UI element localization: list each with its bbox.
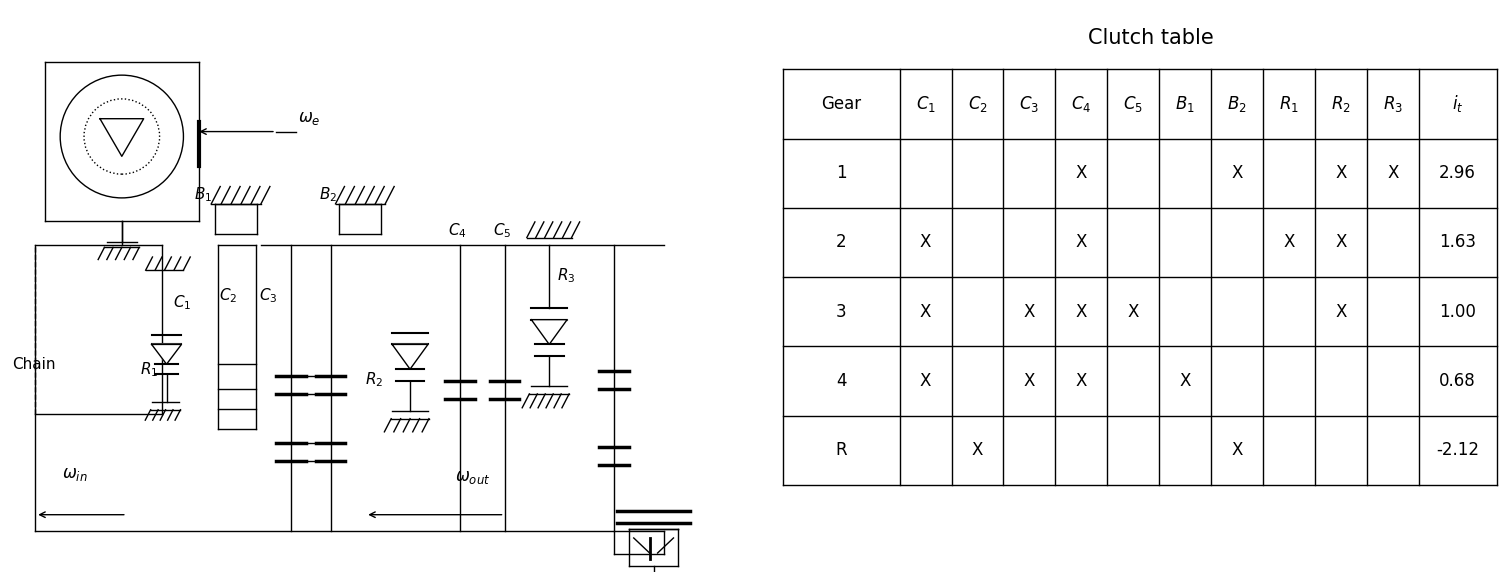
- Text: $R_1$: $R_1$: [1280, 94, 1299, 114]
- Text: $\omega_{in}$: $\omega_{in}$: [62, 465, 88, 483]
- Polygon shape: [100, 118, 144, 156]
- Text: -2.12: -2.12: [1436, 442, 1479, 459]
- Text: $\omega_{out}$: $\omega_{out}$: [454, 468, 490, 486]
- Text: X: X: [1335, 233, 1347, 251]
- Text: 0.68: 0.68: [1438, 372, 1476, 390]
- Text: X: X: [1335, 164, 1347, 182]
- Text: 2.96: 2.96: [1438, 164, 1476, 182]
- Text: $C_1$: $C_1$: [174, 293, 192, 312]
- Text: Clutch table: Clutch table: [1088, 28, 1214, 48]
- Text: $C_2$: $C_2$: [219, 286, 237, 305]
- Text: X: X: [1232, 442, 1242, 459]
- Text: $R_3$: $R_3$: [1383, 94, 1402, 114]
- Text: X: X: [972, 442, 982, 459]
- Text: X: X: [1282, 233, 1294, 251]
- Text: $B_1$: $B_1$: [195, 185, 213, 204]
- Polygon shape: [152, 344, 182, 364]
- Text: $B_2$: $B_2$: [1227, 94, 1246, 114]
- Polygon shape: [531, 320, 567, 344]
- Text: X: X: [1388, 164, 1398, 182]
- Text: Gear: Gear: [821, 95, 861, 113]
- Text: X: X: [1335, 303, 1347, 321]
- Text: $C_3$: $C_3$: [1020, 94, 1040, 114]
- Text: $R_2$: $R_2$: [366, 370, 384, 389]
- Text: $C_4$: $C_4$: [448, 221, 466, 240]
- Text: X: X: [920, 372, 932, 390]
- Text: $B_1$: $B_1$: [1174, 94, 1196, 114]
- Text: 1.63: 1.63: [1438, 233, 1476, 251]
- Text: $C_5$: $C_5$: [1124, 94, 1143, 114]
- Text: X: X: [920, 303, 932, 321]
- Text: X: X: [1128, 303, 1138, 321]
- Text: X: X: [1023, 372, 1035, 390]
- Text: $C_2$: $C_2$: [968, 94, 987, 114]
- Text: 4: 4: [836, 372, 846, 390]
- Text: 1.00: 1.00: [1438, 303, 1476, 321]
- Text: $R_2$: $R_2$: [1330, 94, 1350, 114]
- Text: $i_t$: $i_t$: [1452, 93, 1464, 114]
- Text: X: X: [1076, 303, 1088, 321]
- Text: X: X: [1076, 233, 1088, 251]
- Text: R: R: [836, 442, 848, 459]
- Text: X: X: [1232, 164, 1242, 182]
- Text: $R_1$: $R_1$: [140, 360, 158, 379]
- Text: Chain: Chain: [12, 356, 56, 371]
- Text: 1: 1: [836, 164, 846, 182]
- Polygon shape: [392, 344, 427, 369]
- Text: X: X: [1076, 372, 1088, 390]
- Text: X: X: [920, 233, 932, 251]
- Text: $C_5$: $C_5$: [492, 221, 512, 240]
- Text: $B_2$: $B_2$: [318, 185, 338, 204]
- Text: $C_4$: $C_4$: [1071, 94, 1092, 114]
- Text: 3: 3: [836, 303, 846, 321]
- Text: $C_1$: $C_1$: [915, 94, 936, 114]
- Text: $R_3$: $R_3$: [556, 266, 576, 285]
- Text: $C_3$: $C_3$: [260, 286, 278, 305]
- Text: 2: 2: [836, 233, 846, 251]
- Text: X: X: [1076, 164, 1088, 182]
- Text: $\omega_e$: $\omega_e$: [297, 109, 321, 126]
- Text: X: X: [1023, 303, 1035, 321]
- Text: X: X: [1179, 372, 1191, 390]
